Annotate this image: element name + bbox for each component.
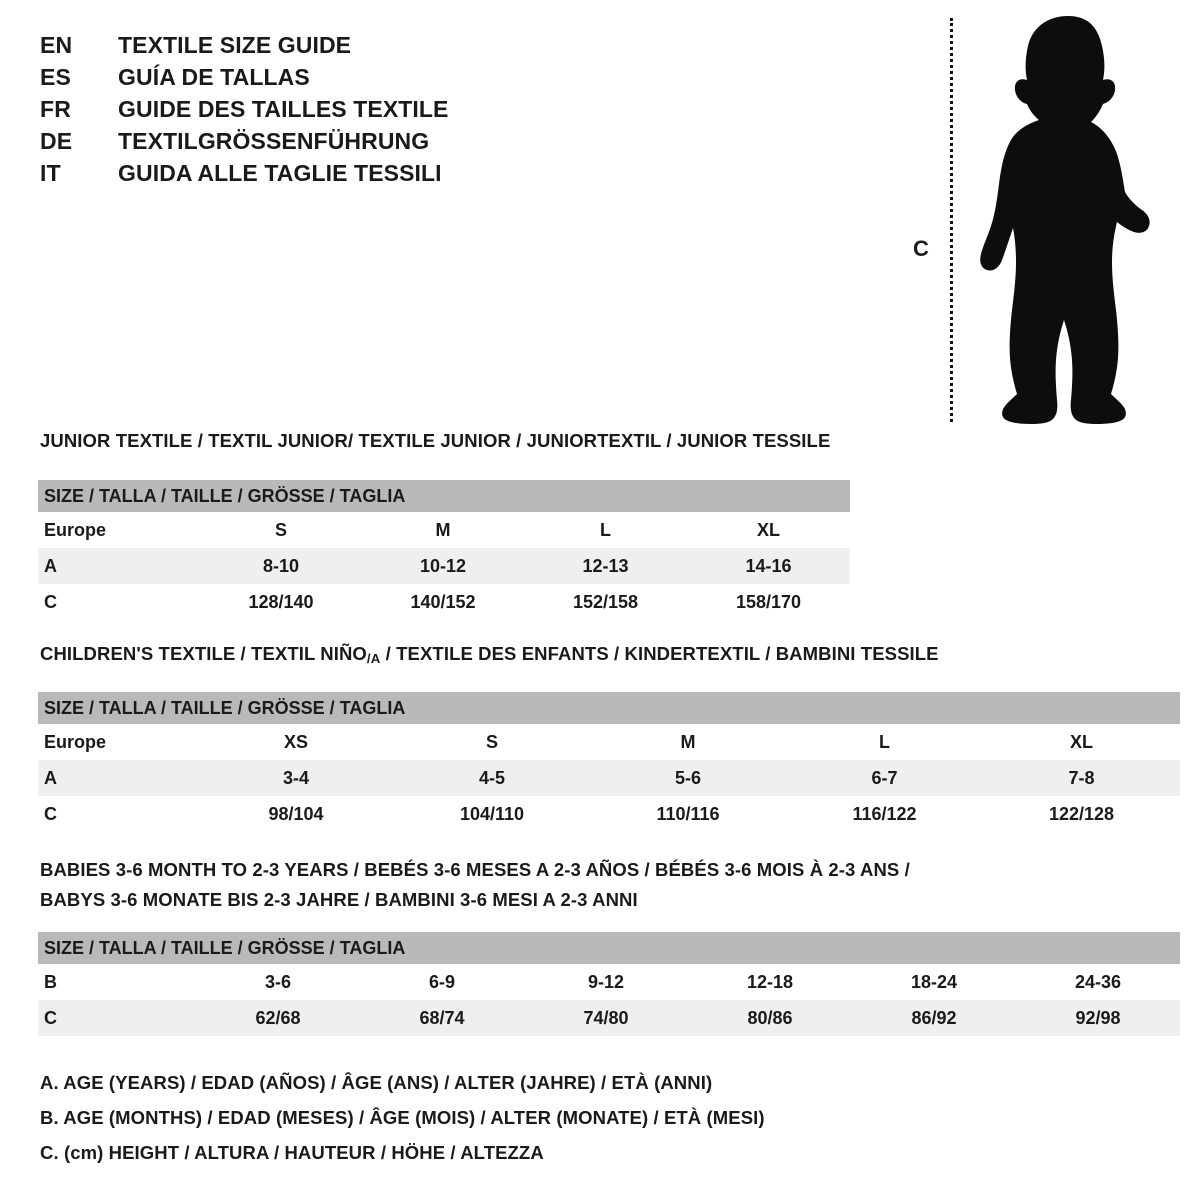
babies-height-5: 86/92 [852,1000,1016,1036]
table-row: A 3-4 4-5 5-6 6-7 7-8 [38,760,1181,796]
junior-size-s: S [274,519,287,540]
toddler-silhouette-icon [980,16,1150,424]
babies-height-4: 80/86 [688,1000,852,1036]
junior-height-m: 140/152 [410,591,476,612]
babies-table-bar-row: SIZE / TALLA / TAILLE / GRÖSSE / TAGLIA [38,932,1181,964]
language-row-de: DE TEXTILGRÖSSENFÜHRUNG [40,128,560,160]
junior-height-l: 152/158 [572,591,639,612]
children-age-xs: 3-4 [198,760,394,796]
table-row: Europe XS S M L XL [38,724,1180,760]
children-title-post: / TEXTILE DES ENFANTS / KINDERTEXTIL / B… [380,643,939,664]
children-size-bar-label: SIZE / TALLA / TAILLE / GRÖSSE / TAGLIA [38,692,1181,724]
junior-row-label-c: C [44,591,57,612]
language-title-en: TEXTILE SIZE GUIDE [118,32,352,58]
children-age-l: 6-7 [786,760,983,796]
babies-months-5: 18-24 [910,971,958,992]
babies-section-title: BABIES 3-6 MONTH TO 2-3 YEARS / BEBÉS 3-… [40,855,1190,915]
junior-row-label-a: A [38,548,200,584]
children-age-m: 5-6 [590,760,786,796]
table-row: C 128/140 140/152 152/158 158/170 [38,584,850,620]
babies-height-3: 74/80 [524,1000,688,1036]
children-size-s: S [485,731,498,752]
children-height-l: 116/122 [852,803,917,824]
babies-title-line-2: BABYS 3-6 MONATE BIS 2-3 JAHRE / BAMBINI… [40,889,638,910]
babies-months-2: 6-9 [428,971,455,992]
language-code-fr: FR [40,96,72,122]
junior-age-xl: 14-16 [687,548,851,584]
language-title-block: EN TEXTILE SIZE GUIDE ES GUÍA DE TALLAS … [40,32,560,192]
junior-size-xl: XL [757,519,781,540]
table-row: C 98/104 104/110 110/116 116/122 122/128 [38,796,1180,832]
children-row-label-europe: Europe [44,731,107,752]
babies-height-1: 62/68 [196,1000,360,1036]
measurement-legend: A. AGE (YEARS) / EDAD (AÑOS) / ÂGE (ANS)… [40,1065,1160,1170]
children-table-bar-row: SIZE / TALLA / TAILLE / GRÖSSE / TAGLIA [38,692,1181,724]
junior-height-xl: 158/170 [735,591,802,612]
language-row-it: IT GUIDA ALLE TAGLIE TESSILI [40,160,560,192]
language-code-de: DE [40,128,73,154]
junior-size-table: SIZE / TALLA / TAILLE / GRÖSSE / TAGLIA … [38,480,851,620]
legend-line-a: A. AGE (YEARS) / EDAD (AÑOS) / ÂGE (ANS)… [40,1072,713,1093]
junior-row-label-europe: Europe [44,519,107,540]
junior-age-l: 12-13 [524,548,687,584]
children-height-xs: 98/104 [268,803,324,824]
language-row-en: EN TEXTILE SIZE GUIDE [40,32,560,64]
language-title-de: TEXTILGRÖSSENFÜHRUNG [118,128,430,154]
junior-age-m: 10-12 [362,548,524,584]
children-title-pre: CHILDREN'S TEXTILE / TEXTIL NIÑO [40,643,367,664]
language-code-it: IT [40,160,61,186]
language-code-es: ES [40,64,72,90]
babies-height-2: 68/74 [360,1000,524,1036]
height-measure-dotted-line [950,18,953,422]
babies-row-label-b: B [44,971,57,992]
language-title-es: GUÍA DE TALLAS [118,64,310,90]
junior-size-bar-label: SIZE / TALLA / TAILLE / GRÖSSE / TAGLIA [38,480,851,512]
children-height-m: 110/116 [656,803,720,824]
children-age-xl: 7-8 [983,760,1181,796]
junior-age-s: 8-10 [200,548,362,584]
children-size-xl: XL [1070,731,1094,752]
legend-line-c: C. (cm) HEIGHT / ALTURA / HAUTEUR / HÖHE… [40,1142,544,1163]
children-height-xl: 122/128 [1048,803,1115,824]
babies-months-3: 9-12 [587,971,625,992]
junior-size-l: L [600,519,611,540]
babies-height-6: 92/98 [1016,1000,1181,1036]
language-code-en: EN [40,32,73,58]
babies-months-4: 12-18 [746,971,794,992]
table-row: A 8-10 10-12 12-13 14-16 [38,548,851,584]
babies-size-bar-label: SIZE / TALLA / TAILLE / GRÖSSE / TAGLIA [38,932,1181,964]
junior-section-title: JUNIOR TEXTILE / TEXTIL JUNIOR/ TEXTILE … [40,430,831,451]
table-row: B 3-6 6-9 9-12 12-18 18-24 24-36 [38,964,1180,1000]
language-title-it: GUIDA ALLE TAGLIE TESSILI [118,160,442,186]
babies-title-line-1: BABIES 3-6 MONTH TO 2-3 YEARS / BEBÉS 3-… [40,859,910,880]
table-row: C 62/68 68/74 74/80 80/86 86/92 92/98 [38,1000,1181,1036]
children-row-label-c: C [44,803,57,824]
junior-table-bar-row: SIZE / TALLA / TAILLE / GRÖSSE / TAGLIA [38,480,851,512]
language-row-es: ES GUÍA DE TALLAS [40,64,560,96]
height-measure-label: C [913,236,929,261]
legend-line-b: B. AGE (MONTHS) / EDAD (MESES) / ÂGE (MO… [40,1107,765,1128]
junior-size-m: M [435,519,451,540]
children-height-s: 104/110 [459,803,525,824]
babies-row-label-c: C [38,1000,196,1036]
children-row-label-a: A [38,760,198,796]
children-size-table: SIZE / TALLA / TAILLE / GRÖSSE / TAGLIA … [38,692,1181,832]
children-size-l: L [879,731,890,752]
children-section-title: CHILDREN'S TEXTILE / TEXTIL NIÑO/A / TEX… [40,643,939,666]
table-row: Europe S M L XL [38,512,850,548]
height-measurement-figure: C [905,14,1170,426]
babies-months-1: 3-6 [264,971,291,992]
children-age-s: 4-5 [394,760,590,796]
babies-months-6: 24-36 [1075,971,1122,992]
children-title-subscript: /A [366,650,381,666]
junior-height-s: 128/140 [248,591,314,612]
children-size-m: M [680,731,696,752]
children-size-xs: XS [283,731,308,752]
babies-size-table: SIZE / TALLA / TAILLE / GRÖSSE / TAGLIA … [38,932,1181,1036]
language-row-fr: FR GUIDE DES TAILLES TEXTILE [40,96,560,128]
language-title-fr: GUIDE DES TAILLES TEXTILE [118,96,449,122]
